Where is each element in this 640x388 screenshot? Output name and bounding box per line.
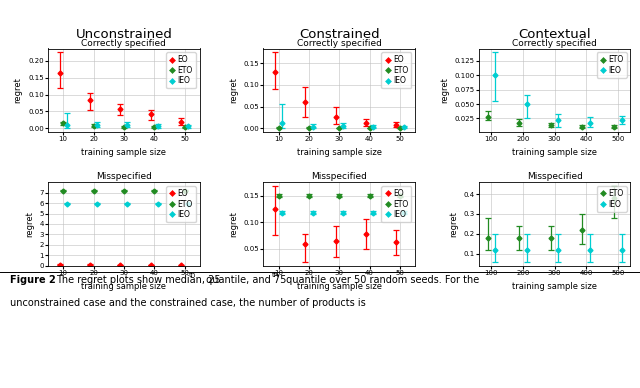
Legend: ETO, IEO: ETO, IEO <box>597 186 627 212</box>
Legend: ETO, IEO: ETO, IEO <box>597 52 627 78</box>
X-axis label: training sample size: training sample size <box>297 282 381 291</box>
Text: unconstrained case and the constrained case, the number of products is: unconstrained case and the constrained c… <box>10 298 365 308</box>
Legend: EO, ETO, IEO: EO, ETO, IEO <box>166 52 196 88</box>
Title: Correctly specified: Correctly specified <box>297 39 381 48</box>
Text: Unconstrained: Unconstrained <box>76 28 172 41</box>
Text: Contextual: Contextual <box>518 28 591 41</box>
Legend: EO, ETO, IEO: EO, ETO, IEO <box>381 52 412 88</box>
Text: Constrained: Constrained <box>299 28 380 41</box>
X-axis label: training sample size: training sample size <box>81 282 166 291</box>
Y-axis label: regret: regret <box>13 77 22 103</box>
Legend: EO, ETO, IEO: EO, ETO, IEO <box>166 186 196 222</box>
Y-axis label: regret: regret <box>25 211 34 237</box>
Title: Correctly specified: Correctly specified <box>512 39 597 48</box>
Y-axis label: regret: regret <box>229 211 238 237</box>
Y-axis label: regret: regret <box>229 77 238 103</box>
Title: Correctly specified: Correctly specified <box>81 39 166 48</box>
X-axis label: training sample size: training sample size <box>512 282 597 291</box>
Text: th: th <box>189 272 196 278</box>
Title: Misspecified: Misspecified <box>96 172 152 182</box>
Text: th: th <box>271 272 278 278</box>
Y-axis label: regret: regret <box>449 211 458 237</box>
Text: quantile, and 75: quantile, and 75 <box>203 275 286 286</box>
Text: Figure 2: Figure 2 <box>10 275 55 286</box>
X-axis label: training sample size: training sample size <box>512 148 597 157</box>
X-axis label: training sample size: training sample size <box>81 148 166 157</box>
Y-axis label: regret: regret <box>440 77 449 103</box>
X-axis label: training sample size: training sample size <box>297 148 381 157</box>
Text: The regret plots show median, 25: The regret plots show median, 25 <box>56 275 220 286</box>
Text: quantile over 50 random seeds. For the: quantile over 50 random seeds. For the <box>283 275 479 286</box>
Title: Misspecified: Misspecified <box>527 172 582 182</box>
Title: Misspecified: Misspecified <box>311 172 367 182</box>
Legend: EO, ETO, IEO: EO, ETO, IEO <box>381 186 412 222</box>
